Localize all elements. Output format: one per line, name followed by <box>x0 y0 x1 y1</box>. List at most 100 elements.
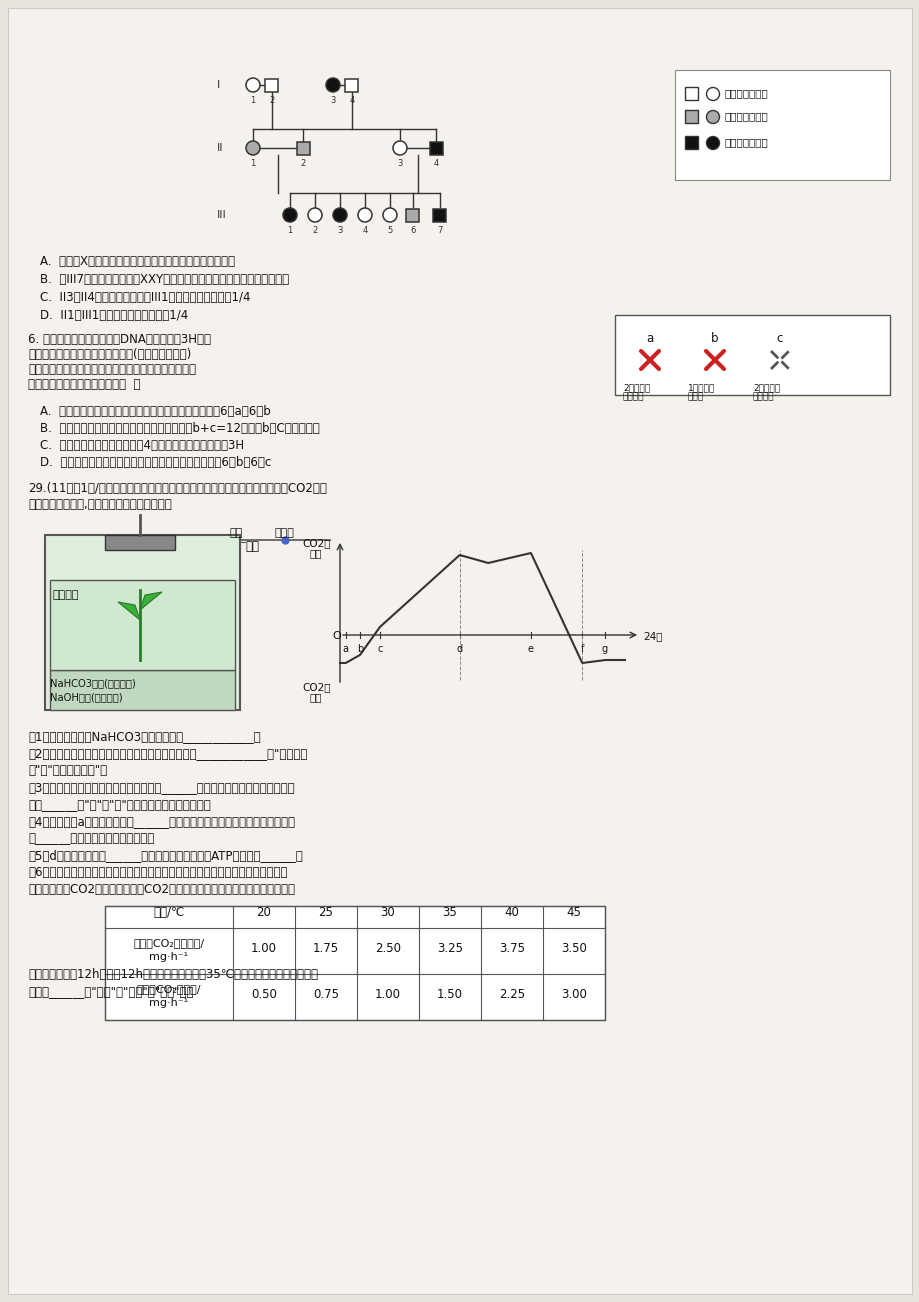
Circle shape <box>308 208 322 223</box>
Text: 体未标记: 体未标记 <box>752 392 774 401</box>
Text: 物量会______（"增加"或"减少"或"不变"）。: 物量会______（"增加"或"减少"或"不变"）。 <box>28 986 193 999</box>
Text: 3: 3 <box>337 227 342 234</box>
Text: 吸收: 吸收 <box>310 548 323 559</box>
Text: 1.75: 1.75 <box>312 941 339 954</box>
Text: 7: 7 <box>437 227 442 234</box>
Bar <box>685 87 698 100</box>
Text: （4）曲线图中a点形成的原因是______，光合作用强度等于呼吸作用强度的时刻: （4）曲线图中a点形成的原因是______，光合作用强度等于呼吸作用强度的时刻 <box>28 815 295 828</box>
Text: （5）d点形成的原因是______；此时叶肉细胞中产生ATP的场所有______。: （5）d点形成的原因是______；此时叶肉细胞中产生ATP的场所有______… <box>28 849 302 862</box>
Text: 活塞: 活塞 <box>244 540 259 553</box>
Text: 1个染色单: 1个染色单 <box>687 383 714 392</box>
Text: 释放: 释放 <box>310 691 323 702</box>
Text: f: f <box>580 644 584 654</box>
Bar <box>45 535 240 710</box>
Text: NaOH溶液(呼吸作用): NaOH溶液(呼吸作用) <box>50 691 122 702</box>
Bar <box>105 535 175 549</box>
Text: 25: 25 <box>318 906 333 919</box>
Text: C.  若进行减数分裂，则产生的4个精子中半数的染色体有3H: C. 若进行减数分裂，则产生的4个精子中半数的染色体有3H <box>40 439 244 452</box>
Bar <box>433 210 446 223</box>
Text: （2）测定光合速率时单位时间内液滴右移的体积即是____________（"净光合速: （2）测定光合速率时单位时间内液滴右移的体积即是____________（"净光… <box>28 747 307 760</box>
Text: 4: 4 <box>362 227 368 234</box>
Bar <box>685 109 698 122</box>
Text: 水滴______（"左"或"右"）移的体积即是呼吸速率。: 水滴______（"左"或"右"）移的体积即是呼吸速率。 <box>28 798 210 811</box>
Text: 2个染色单: 2个染色单 <box>752 383 779 392</box>
Text: CO2的: CO2的 <box>301 538 330 548</box>
Text: 乙病男性、女性: 乙病男性、女性 <box>724 137 768 147</box>
Circle shape <box>245 78 260 92</box>
Text: 1: 1 <box>250 159 255 168</box>
Text: 20: 20 <box>256 906 271 919</box>
Text: mg·h⁻¹: mg·h⁻¹ <box>149 999 188 1008</box>
Text: II: II <box>217 143 223 154</box>
Circle shape <box>382 208 397 223</box>
Text: 和释放变化曲线图,请据图分析回答下列问题：: 和释放变化曲线图,请据图分析回答下列问题： <box>28 497 172 510</box>
Text: 1: 1 <box>250 96 255 105</box>
Text: 率"或"实际光合速率"）: 率"或"实际光合速率"） <box>28 764 107 777</box>
Text: 5: 5 <box>387 227 392 234</box>
Bar <box>675 70 889 180</box>
Text: D.  II1与III1的基因型相同的概率为1/4: D. II1与III1的基因型相同的概率为1/4 <box>40 309 188 322</box>
Text: 2: 2 <box>312 227 317 234</box>
Text: c: c <box>377 644 382 654</box>
Bar <box>50 671 234 710</box>
Text: NaHCO3溶液(光合作用): NaHCO3溶液(光合作用) <box>50 678 136 687</box>
Text: 2.25: 2.25 <box>498 987 525 1000</box>
Circle shape <box>392 141 406 155</box>
Text: 29.(11分，1分/空）下图是光合速率、呼吸速率的测定装置图及夏季的一天中CO2吸收: 29.(11分，1分/空）下图是光合速率、呼吸速率的测定装置图及夏季的一天中CO… <box>28 482 326 495</box>
Text: 45: 45 <box>566 906 581 919</box>
Bar <box>405 210 418 223</box>
Text: c: c <box>776 332 782 345</box>
Text: 3.00: 3.00 <box>561 987 586 1000</box>
Text: 30: 30 <box>380 906 395 919</box>
Text: （6）利用上述实验装置，研究温度对光合作用与呼吸作用的影响，实验以该植物光: （6）利用上述实验装置，研究温度对光合作用与呼吸作用的影响，实验以该植物光 <box>28 866 288 879</box>
Text: 2: 2 <box>300 159 305 168</box>
Text: 6. 将含有六对同源染色体且DNA分子都已用3H标记: 6. 将含有六对同源染色体且DNA分子都已用3H标记 <box>28 333 210 346</box>
Text: D.  若进行有丝分裂，则处于第三次有丝分裂中期时，有6个b，6个c: D. 若进行有丝分裂，则处于第三次有丝分裂中期时，有6个b，6个c <box>40 456 271 469</box>
Text: d: d <box>456 644 462 654</box>
Text: A.  若进行减数分裂，则某个时期的初级精母细胞中，有6个a，6个b: A. 若进行减数分裂，则某个时期的初级精母细胞中，有6个a，6个b <box>40 405 270 418</box>
Text: 0.50: 0.50 <box>251 987 277 1000</box>
Text: 2: 2 <box>269 96 275 105</box>
Text: O: O <box>332 631 340 641</box>
Text: mg·h⁻¹: mg·h⁻¹ <box>149 952 188 962</box>
Text: （3）测定呼吸速率时，整个装置必须放在______环境中，单位时间内毛细管内的: （3）测定呼吸速率时，整个装置必须放在______环境中，单位时间内毛细管内的 <box>28 781 294 794</box>
Text: A.  甲病为X染色体隐性遗传病，乙病为常染色体隐性遗传病: A. 甲病为X染色体隐性遗传病，乙病为常染色体隐性遗传病 <box>40 255 234 268</box>
Polygon shape <box>118 602 140 620</box>
Text: g: g <box>601 644 607 654</box>
Text: 2.50: 2.50 <box>375 941 401 954</box>
Circle shape <box>357 208 371 223</box>
Text: 合作用吸收的CO2总量与呼吸作用CO2的释放量为指标，实验结果如下表所示。: 合作用吸收的CO2总量与呼吸作用CO2的释放量为指标，实验结果如下表所示。 <box>28 883 295 896</box>
Text: 温度/℃: 温度/℃ <box>153 906 185 919</box>
Circle shape <box>333 208 346 223</box>
Text: 4: 4 <box>349 96 354 105</box>
Text: 水滴: 水滴 <box>230 529 243 538</box>
Text: 1.00: 1.00 <box>251 941 277 954</box>
Text: 中，再让细胞进行分裂。根据右图所示，判断该细胞中: 中，再让细胞进行分裂。根据右图所示，判断该细胞中 <box>28 363 196 376</box>
Circle shape <box>706 137 719 150</box>
Text: 体都标记: 体都标记 <box>622 392 644 401</box>
Text: 毛细管: 毛细管 <box>275 529 295 538</box>
Text: 3: 3 <box>397 159 403 168</box>
Circle shape <box>706 111 719 124</box>
Text: 的一个精原细胞，移入普通培养液(不含放射性元素): 的一个精原细胞，移入普通培养液(不含放射性元素) <box>28 348 191 361</box>
Bar <box>614 315 889 395</box>
Text: 黑暗中CO₂释放量/: 黑暗中CO₂释放量/ <box>137 984 201 993</box>
Bar <box>50 579 234 671</box>
Text: 1.00: 1.00 <box>375 987 401 1000</box>
Text: 3.25: 3.25 <box>437 941 462 954</box>
Text: III: III <box>217 210 226 220</box>
Text: 体标记: 体标记 <box>687 392 703 401</box>
Text: CO2的: CO2的 <box>301 682 330 691</box>
Text: 2个染色单: 2个染色单 <box>622 383 650 392</box>
Circle shape <box>325 78 340 92</box>
Bar <box>105 906 605 1019</box>
Text: 若每天交替进行12h光照、12h黑暗，温度均保持在35℃的条件下，该植物体内有机: 若每天交替进行12h光照、12h黑暗，温度均保持在35℃的条件下，该植物体内有机 <box>28 967 318 980</box>
Text: 3.75: 3.75 <box>498 941 525 954</box>
Circle shape <box>706 87 719 100</box>
Text: 1: 1 <box>287 227 292 234</box>
Bar <box>429 142 443 155</box>
Text: 4: 4 <box>433 159 438 168</box>
Text: 3: 3 <box>330 96 335 105</box>
Text: 光照下CO₂吸收总量/: 光照下CO₂吸收总量/ <box>133 937 204 948</box>
Text: 24时: 24时 <box>642 631 662 641</box>
